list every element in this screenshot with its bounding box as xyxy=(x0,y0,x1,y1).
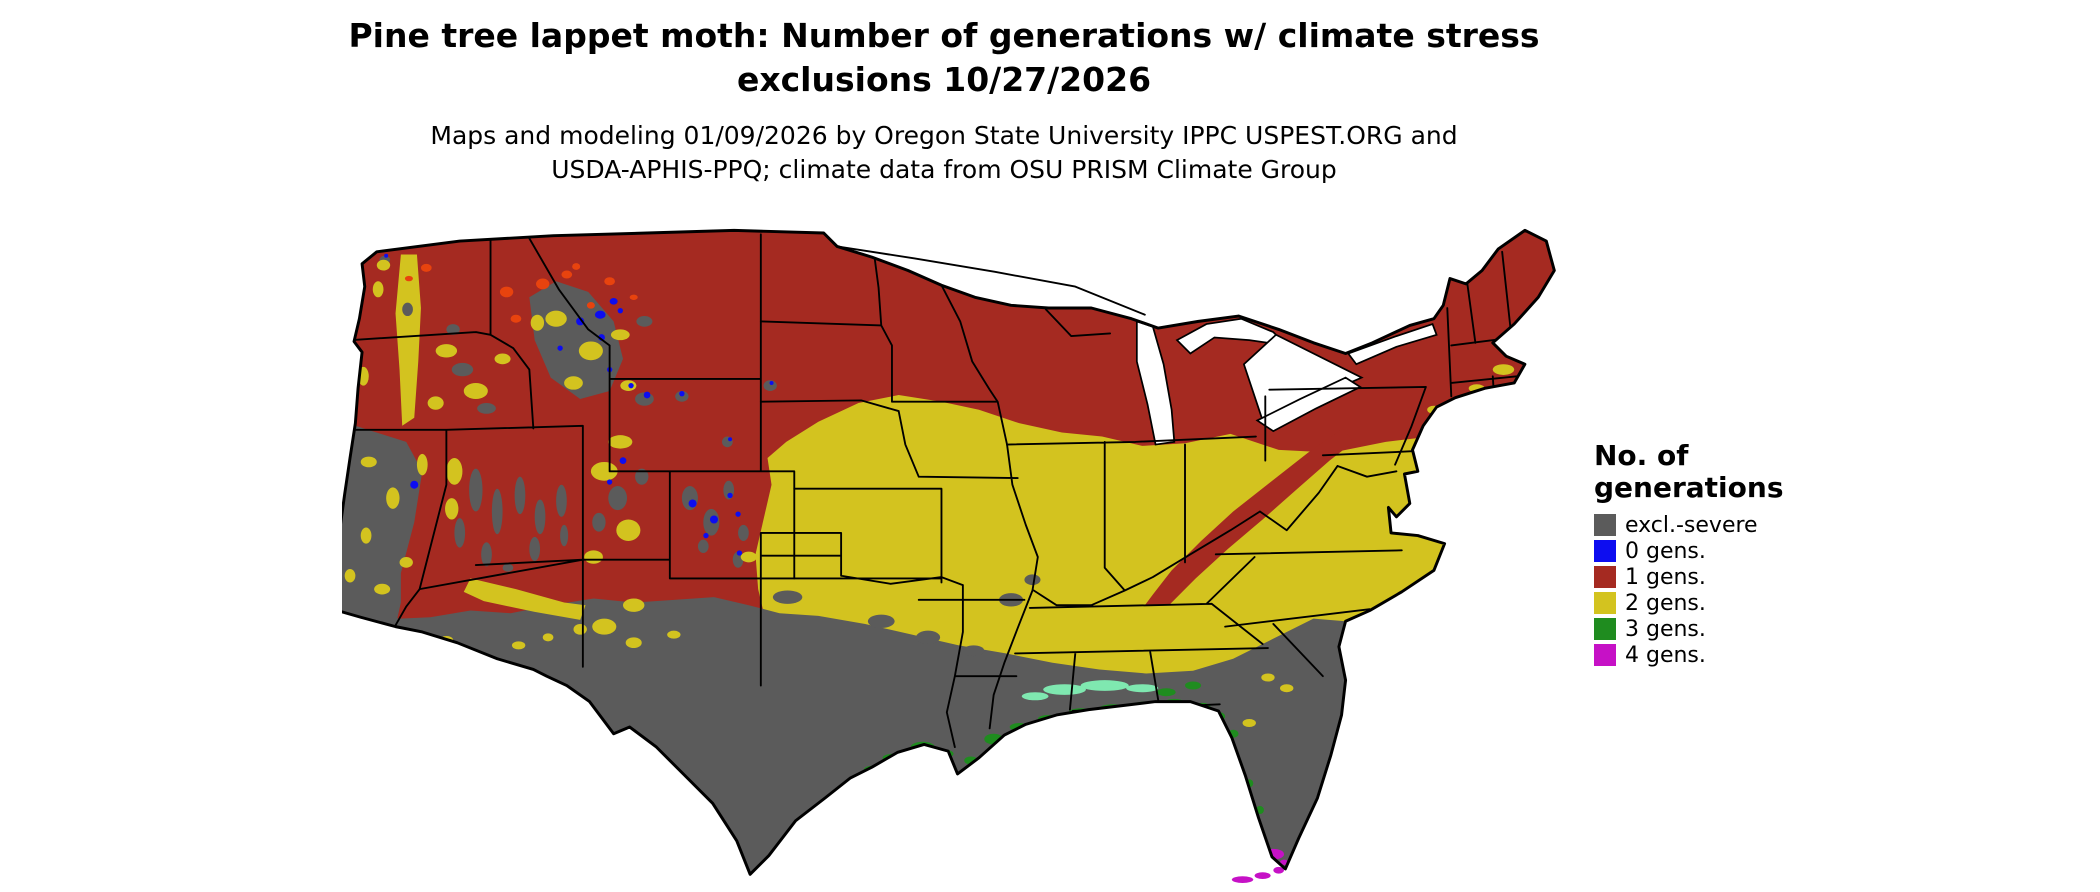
legend-row: 0 gens. xyxy=(1594,538,1783,564)
legend: No. of generations excl.-severe 0 gens. … xyxy=(1594,440,1783,668)
hot-stress-specks xyxy=(404,263,638,323)
superior-border-line xyxy=(836,245,1146,316)
florida-keys-magenta xyxy=(1231,866,1285,883)
legend-swatch-2 xyxy=(1594,566,1616,589)
legend-swatch-1 xyxy=(1594,540,1616,563)
mogollon-yellow-arc xyxy=(463,578,586,620)
legend-swatch-4 xyxy=(1594,618,1616,641)
legend-row: 2 gens. xyxy=(1594,590,1783,616)
us-generations-map xyxy=(331,228,1556,883)
legend-label-2-gens: 2 gens. xyxy=(1625,590,1706,616)
legend-items: excl.-severe 0 gens. 1 gens. 2 gens. 3 g… xyxy=(1594,512,1783,668)
legend-row: excl.-severe xyxy=(1594,512,1783,538)
legend-swatch-3 xyxy=(1594,592,1616,615)
gray-mountain-patches xyxy=(379,255,1041,657)
legend-label-1-gens: 1 gens. xyxy=(1625,564,1706,590)
great-lakes xyxy=(1135,317,1438,446)
legend-row: 4 gens. xyxy=(1594,642,1783,668)
legend-label-4-gens: 4 gens. xyxy=(1625,642,1706,668)
region-idaho-montana-gray xyxy=(529,281,624,400)
lake-michigan xyxy=(1135,320,1176,446)
appalachian-red-streak xyxy=(1144,428,1354,606)
legend-label-0-gens: 0 gens. xyxy=(1625,538,1706,564)
region-exclusion-south xyxy=(332,597,1477,875)
blue-high-elevation-specks xyxy=(384,253,774,556)
pale-green-coastal-strip xyxy=(1021,680,1159,701)
legend-swatch-0 xyxy=(1594,514,1616,537)
lake-erie xyxy=(1255,376,1363,433)
conus-outline xyxy=(331,228,1556,876)
legend-title-line1: No. of xyxy=(1594,439,1689,472)
lake-ontario xyxy=(1346,322,1438,366)
state-borders xyxy=(342,233,1518,749)
legend-label-3-gens: 3 gens. xyxy=(1625,616,1706,642)
map-title-line2: exclusions 10/27/2026 xyxy=(736,60,1152,100)
map-subtitle: Maps and modeling 01/09/2026 by Oregon S… xyxy=(344,119,1544,187)
yellow-patches xyxy=(344,259,1515,728)
legend-label-excl-severe: excl.-severe xyxy=(1625,512,1758,538)
legend-row: 1 gens. xyxy=(1594,564,1783,590)
legend-swatch-5 xyxy=(1594,644,1616,667)
map-title-line1: Pine tree lappet moth: Number of generat… xyxy=(348,16,1540,55)
map-subtitle-line1: Maps and modeling 01/09/2026 by Oregon S… xyxy=(430,121,1458,151)
map-title: Pine tree lappet moth: Number of generat… xyxy=(344,14,1544,102)
map-container xyxy=(331,225,1557,885)
cascades-yellow-strip xyxy=(395,254,421,426)
legend-row: 3 gens. xyxy=(1594,616,1783,642)
legend-title-line2: generations xyxy=(1594,470,1784,504)
figure-header: Pine tree lappet moth: Number of generat… xyxy=(344,14,1544,187)
map-subtitle-line2: USDA-APHIS-PPQ; climate data from OSU PR… xyxy=(551,155,1337,185)
legend-title: No. of generations xyxy=(1594,440,1783,503)
